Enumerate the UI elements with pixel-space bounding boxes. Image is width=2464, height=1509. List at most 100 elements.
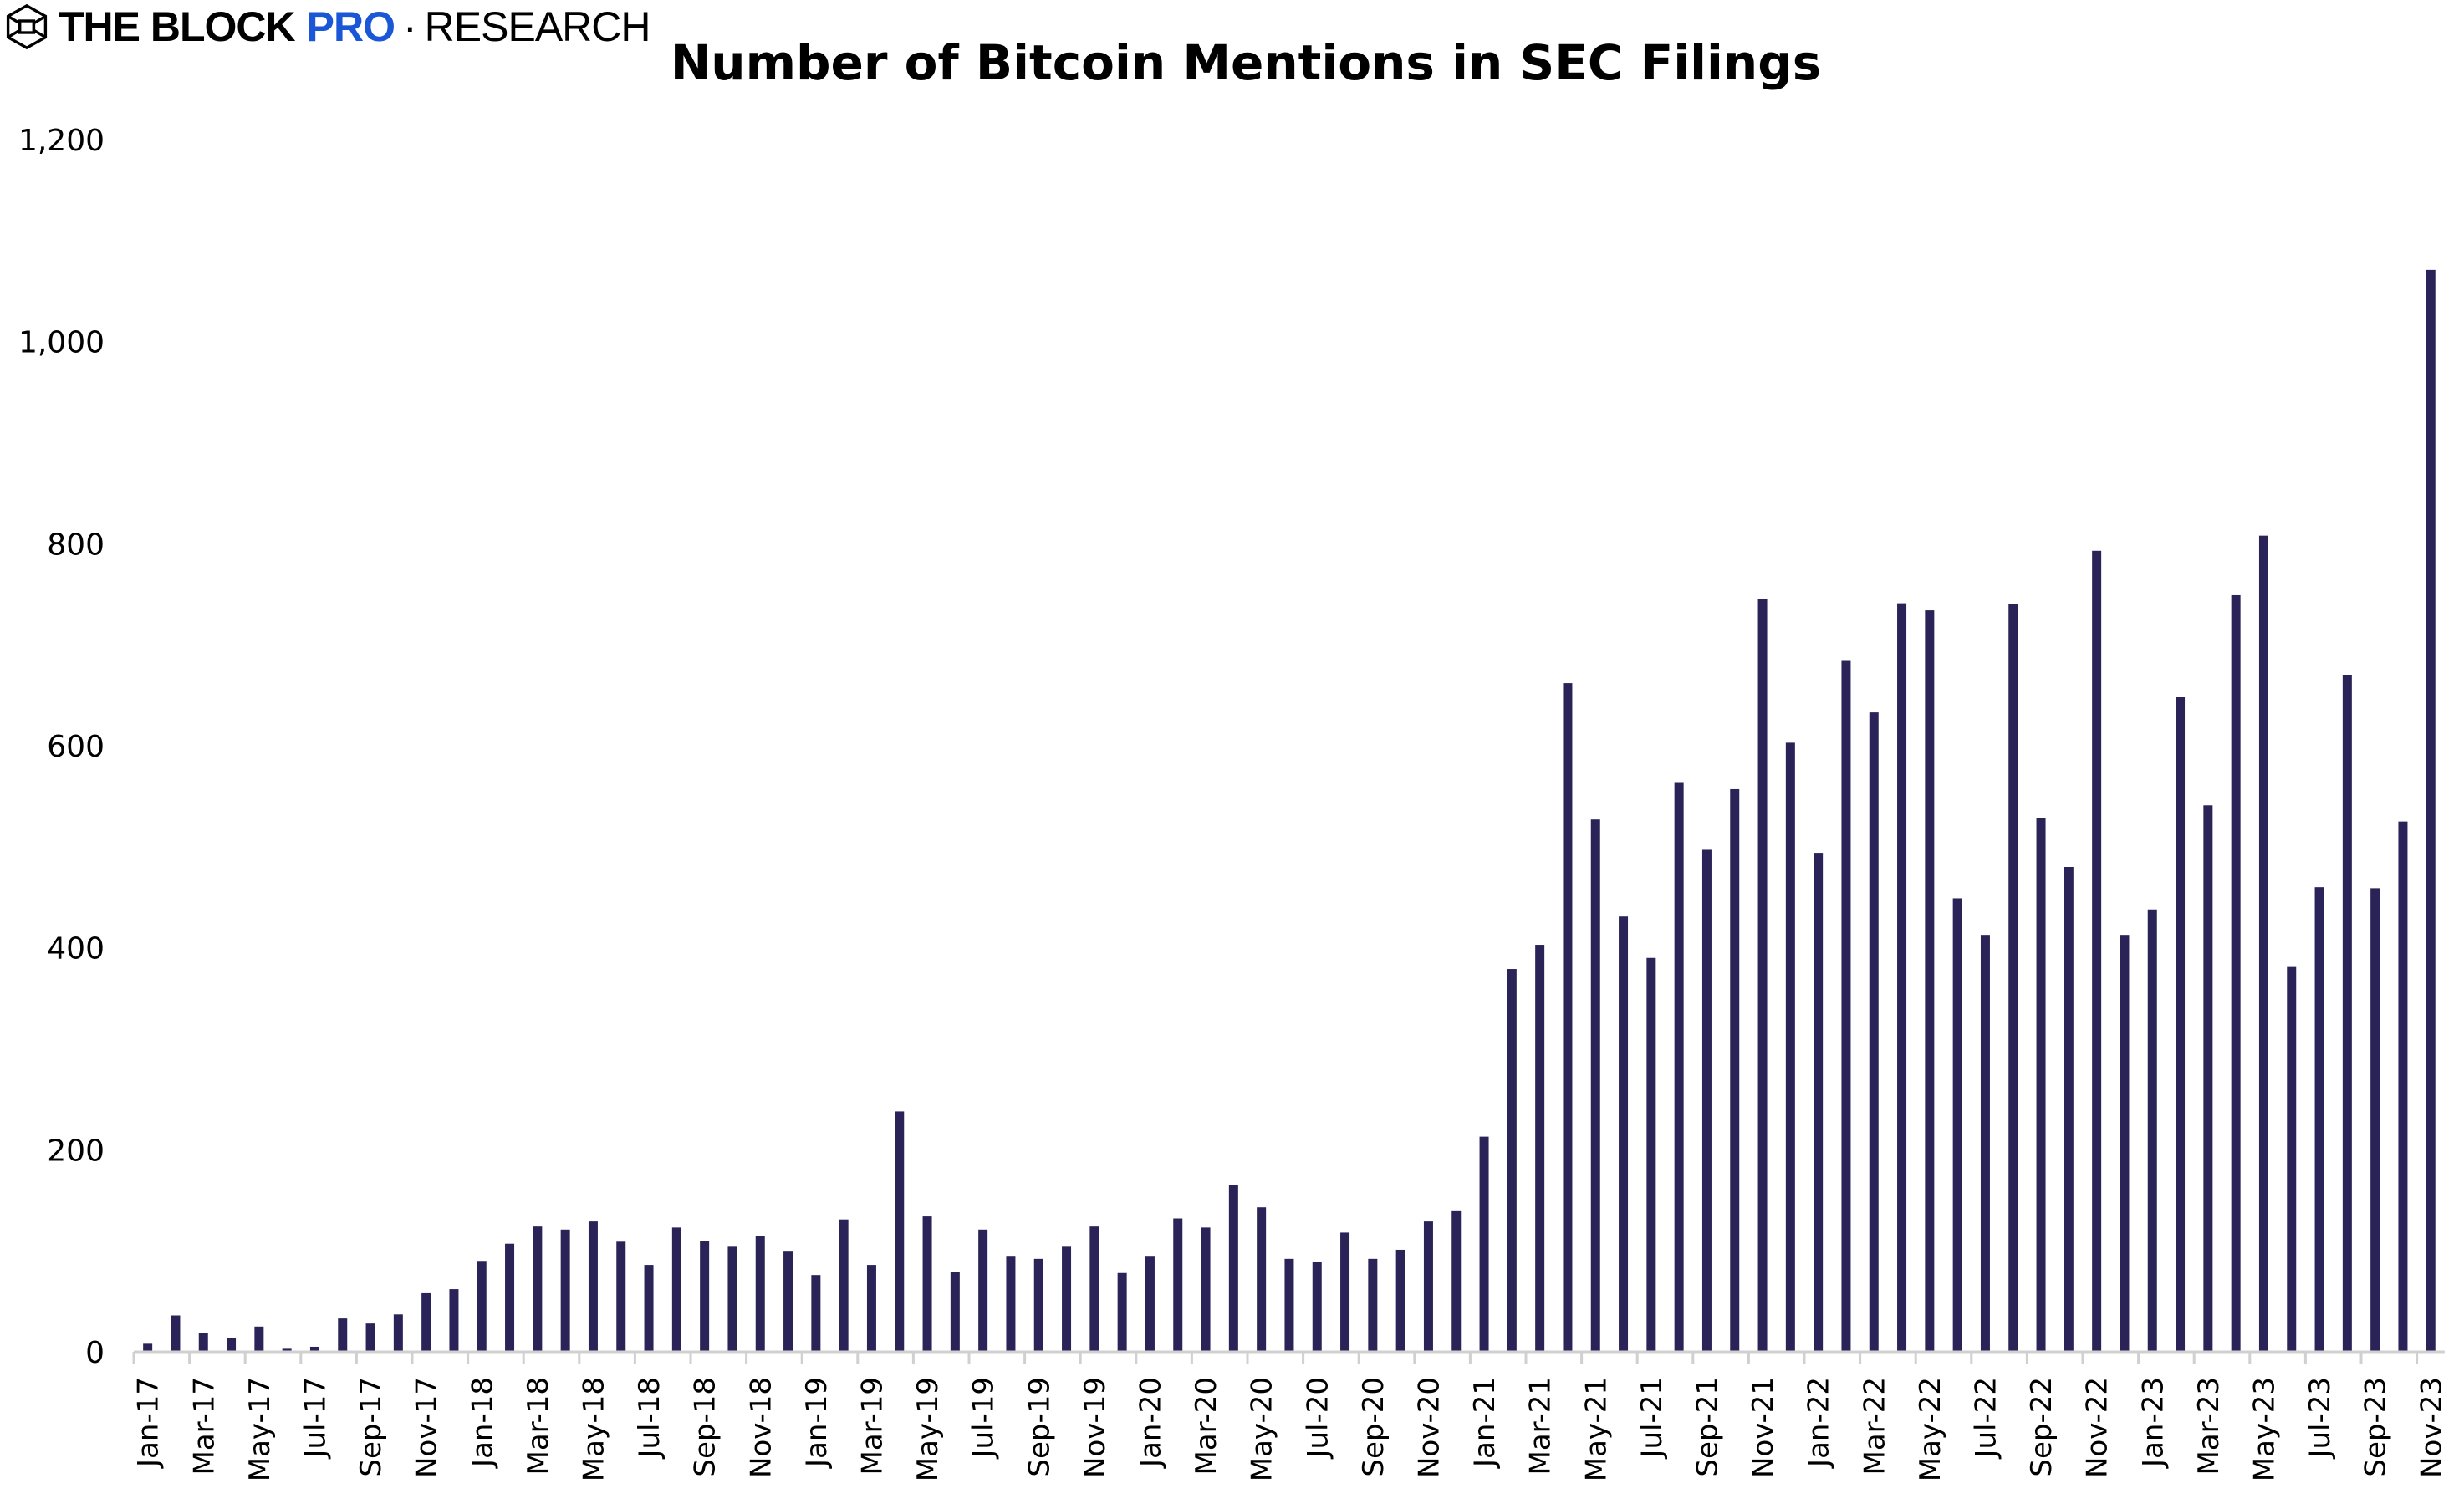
bar-Sep-20 bbox=[1368, 1258, 1378, 1352]
bar-Oct-21 bbox=[1730, 788, 1740, 1352]
bar-May-20 bbox=[1257, 1207, 1267, 1352]
bar-Mar-22 bbox=[1869, 712, 1879, 1352]
bar-Aug-20 bbox=[1340, 1232, 1350, 1352]
chart-title: Number of Bitcoin Mentions in SEC Filing… bbox=[671, 34, 1822, 91]
x-tick-label: Mar-19 bbox=[855, 1377, 889, 1476]
x-tick-label: May-19 bbox=[911, 1377, 945, 1481]
bar-May-23 bbox=[2258, 535, 2268, 1352]
bar-Feb-18 bbox=[505, 1243, 515, 1352]
bar-Feb-20 bbox=[1173, 1218, 1183, 1352]
x-tick-label: Jul-18 bbox=[633, 1377, 666, 1460]
x-tick-label: May-20 bbox=[1246, 1377, 1279, 1481]
bar-Apr-18 bbox=[560, 1229, 570, 1352]
bar-Dec-21 bbox=[1785, 742, 1795, 1352]
bar-Oct-22 bbox=[2064, 867, 2074, 1352]
bar-Aug-19 bbox=[1006, 1256, 1016, 1352]
bar-Apr-20 bbox=[1228, 1185, 1238, 1352]
bar-Jun-17 bbox=[282, 1348, 292, 1352]
bar-Aug-17 bbox=[338, 1318, 348, 1352]
bar-Sep-17 bbox=[365, 1323, 375, 1352]
bar-Mar-18 bbox=[533, 1226, 543, 1352]
bar-Aug-21 bbox=[1674, 782, 1684, 1352]
x-tick-label: Jan-21 bbox=[1468, 1377, 1502, 1469]
bar-Jul-21 bbox=[1646, 957, 1656, 1352]
x-tick-label: May-21 bbox=[1579, 1377, 1613, 1481]
x-tick-label: Sep-19 bbox=[1023, 1377, 1056, 1477]
bar-Aug-18 bbox=[671, 1227, 681, 1352]
bar-Jan-17 bbox=[143, 1343, 153, 1352]
bar-Jul-22 bbox=[1980, 935, 1990, 1352]
bar-Jun-23 bbox=[2287, 966, 2297, 1352]
x-tick-label: Mar-23 bbox=[2192, 1377, 2226, 1476]
logo-pro: PRO bbox=[306, 3, 395, 50]
x-tick-label: Jul-17 bbox=[298, 1377, 332, 1460]
bar-Feb-17 bbox=[171, 1315, 181, 1352]
y-axis: 0 200 400 600 800 1,000 1,200 bbox=[18, 124, 105, 1370]
bar-Nov-23 bbox=[2426, 269, 2436, 1352]
bar-Nov-22 bbox=[2092, 550, 2102, 1352]
x-tick-label: Mar-22 bbox=[1858, 1377, 1891, 1476]
bar-Feb-22 bbox=[1841, 660, 1851, 1352]
x-tick-label: Jul-20 bbox=[1301, 1377, 1334, 1460]
bar-Jul-17 bbox=[309, 1346, 319, 1352]
bar-Apr-21 bbox=[1563, 683, 1573, 1352]
bar-May-18 bbox=[588, 1221, 598, 1352]
x-axis: Jan-17 Mar-17 May-17 Jul-17 Sep-17 Nov-17 Jan-… bbox=[132, 1350, 2448, 1481]
x-tick-label: Nov-23 bbox=[2415, 1377, 2448, 1478]
x-tick-label: Nov-19 bbox=[1079, 1377, 1112, 1478]
bar-Jan-23 bbox=[2147, 909, 2157, 1352]
bar-Feb-21 bbox=[1507, 969, 1517, 1352]
x-tick-label: May-22 bbox=[1914, 1377, 1947, 1481]
y-tick-label: 1,200 bbox=[18, 124, 105, 158]
x-tick-label: Sep-18 bbox=[689, 1377, 722, 1477]
y-tick-label: 800 bbox=[47, 528, 105, 562]
y-tick-label: 1,000 bbox=[18, 326, 105, 360]
y-tick-label: 0 bbox=[85, 1336, 105, 1370]
bar-Jan-20 bbox=[1145, 1256, 1155, 1352]
bar-Jul-18 bbox=[644, 1265, 654, 1352]
bar-Sep-23 bbox=[2370, 888, 2380, 1352]
bar-Jan-21 bbox=[1479, 1136, 1489, 1352]
bar-Sep-18 bbox=[700, 1241, 710, 1352]
bar-Dec-17 bbox=[449, 1289, 459, 1352]
bar-Jan-18 bbox=[477, 1261, 487, 1352]
bar-May-21 bbox=[1590, 819, 1600, 1352]
x-tick-label: Jul-23 bbox=[2303, 1377, 2337, 1460]
bar-Jul-19 bbox=[978, 1229, 988, 1352]
bar-Nov-18 bbox=[755, 1236, 765, 1352]
bar-Dec-19 bbox=[1117, 1272, 1127, 1352]
the-block-pro-research-logo: THE BLOCK PRO · RESEARCH bbox=[3, 3, 651, 50]
bar-Dec-18 bbox=[783, 1251, 793, 1352]
bar-May-17 bbox=[254, 1326, 264, 1352]
x-tick-label: May-18 bbox=[577, 1377, 610, 1481]
bar-Sep-22 bbox=[2036, 818, 2046, 1352]
bar-Sep-19 bbox=[1033, 1258, 1043, 1352]
logo-brand: THE BLOCK bbox=[59, 3, 296, 50]
x-tick-label: Jul-21 bbox=[1635, 1377, 1669, 1460]
x-tick-label: Mar-20 bbox=[1190, 1377, 1223, 1476]
bar-Oct-23 bbox=[2398, 821, 2408, 1352]
x-tick-label: May-17 bbox=[243, 1377, 277, 1481]
bar-Dec-22 bbox=[2120, 935, 2130, 1352]
bar-Oct-20 bbox=[1395, 1249, 1405, 1352]
x-tick-label: Mar-18 bbox=[522, 1377, 555, 1476]
bar-Oct-17 bbox=[393, 1314, 403, 1352]
x-tick-label: Nov-22 bbox=[2081, 1377, 2115, 1478]
y-tick-label: 400 bbox=[47, 932, 105, 966]
bar-Jan-19 bbox=[811, 1275, 821, 1352]
bar-Dec-20 bbox=[1451, 1210, 1462, 1352]
bar-Mar-19 bbox=[866, 1265, 876, 1352]
bar-Sep-21 bbox=[1701, 849, 1712, 1352]
bar-Aug-22 bbox=[2008, 604, 2018, 1352]
bar-Apr-23 bbox=[2231, 594, 2241, 1352]
bar-Nov-20 bbox=[1423, 1221, 1433, 1352]
x-tick-label: Sep-21 bbox=[1691, 1377, 1724, 1477]
bar-Nov-19 bbox=[1089, 1226, 1099, 1352]
bar-Nov-17 bbox=[421, 1292, 431, 1352]
bar-Jun-19 bbox=[950, 1272, 960, 1352]
bars bbox=[143, 269, 2436, 1352]
x-tick-label: Sep-20 bbox=[1357, 1377, 1390, 1477]
x-tick-label: Sep-23 bbox=[2359, 1377, 2393, 1477]
bar-Oct-19 bbox=[1062, 1246, 1072, 1352]
cube-logo-icon bbox=[6, 3, 48, 50]
